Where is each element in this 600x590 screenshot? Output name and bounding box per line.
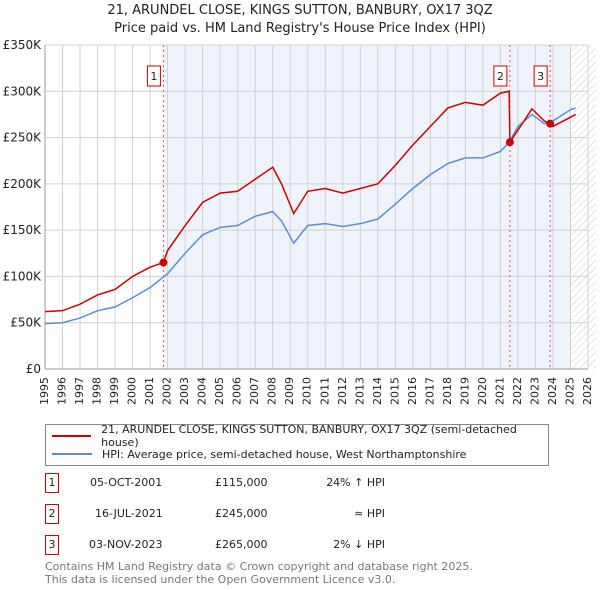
sale-hpi: 2% ↓ HPI: [333, 538, 385, 551]
legend-swatch-property: [52, 435, 92, 437]
x-tick-label: 2022: [511, 377, 524, 405]
x-tick-label: 2015: [388, 377, 401, 405]
y-tick-label: £50K: [10, 316, 42, 330]
sale-point: [505, 138, 514, 147]
x-tick-label: 2019: [458, 377, 471, 405]
x-tick-label: 2025: [563, 377, 576, 405]
x-tick-label: 2005: [213, 377, 226, 405]
sale-date: 05-OCT-2001: [90, 476, 163, 489]
x-tick-label: 2002: [161, 377, 174, 405]
x-tick-label: 2000: [126, 377, 139, 405]
sale-badge: 3: [45, 535, 59, 555]
x-tick-label: 1998: [91, 377, 104, 405]
sale-label-box: [146, 65, 161, 87]
chart-title: 21, ARUNDEL CLOSE, KINGS SUTTON, BANBURY…: [107, 3, 493, 18]
sale-price: £265,000: [215, 538, 268, 551]
sale-row: 3 03-NOV-2023 £265,000 2% ↓ HPI: [45, 535, 385, 555]
sale-row: 2 16-JUL-2021 £245,000 ≈ HPI: [45, 504, 385, 524]
sale-label: 1: [150, 70, 157, 83]
x-tick-label: 2011: [318, 377, 331, 405]
x-tick-label: 2021: [493, 377, 506, 405]
x-tick-label: 1997: [73, 377, 86, 405]
y-tick-label: £300K: [3, 84, 43, 98]
x-tick-label: 1996: [56, 377, 69, 405]
sale-point: [546, 119, 555, 128]
x-tick-label: 2012: [336, 377, 349, 405]
x-tick-label: 2009: [283, 377, 296, 405]
x-tick-label: 2026: [581, 377, 594, 405]
x-tick-label: 2020: [476, 377, 489, 405]
x-tick-label: 2001: [143, 377, 156, 405]
sale-label: 3: [537, 70, 544, 83]
y-tick-label: £250K: [3, 131, 43, 145]
x-tick-label: 1999: [108, 377, 121, 405]
y-tick-label: £350K: [3, 38, 43, 52]
y-tick-label: £100K: [3, 269, 43, 283]
x-tick-label: 2010: [301, 377, 314, 405]
x-tick-label: 2016: [406, 377, 419, 405]
x-tick-label: 2004: [196, 377, 209, 405]
x-tick-label: 2017: [423, 377, 436, 405]
legend-swatch-hpi: [52, 453, 92, 455]
forecast-hatch: [570, 45, 596, 369]
x-tick-label: 2014: [371, 377, 384, 405]
x-tick-label: 2018: [441, 377, 454, 405]
footer-copyright: Contains HM Land Registry data © Crown c…: [45, 560, 473, 573]
x-tick-label: 2007: [248, 377, 261, 405]
x-tick-label: 1995: [38, 377, 51, 405]
y-tick-label: £150K: [3, 223, 43, 237]
sale-label: 2: [497, 70, 504, 83]
sale-point: [159, 258, 168, 267]
chart-subtitle: Price paid vs. HM Land Registry's House …: [114, 21, 486, 36]
legend-label-property: 21, ARUNDEL CLOSE, KINGS SUTTON, BANBURY…: [101, 423, 517, 449]
sale-label-box: [493, 65, 508, 87]
property-price-line: [44, 90, 577, 313]
footer-licence: This data is licensed under the Open Gov…: [45, 573, 396, 586]
sale-price: £245,000: [215, 507, 268, 520]
x-tick-label: 2008: [266, 377, 279, 405]
sale-row: 1 05-OCT-2001 £115,000 24% ↑ HPI: [45, 473, 385, 493]
x-tick-label: 2024: [546, 377, 559, 405]
ownership-shading: [163, 45, 571, 369]
x-tick-label: 2006: [231, 377, 244, 405]
y-tick-label: £0: [26, 362, 41, 376]
sale-hpi: 24% ↑ HPI: [326, 476, 385, 489]
sale-date: 16-JUL-2021: [95, 507, 163, 520]
legend: 21, ARUNDEL CLOSE, KINGS SUTTON, BANBURY…: [45, 423, 549, 466]
sale-hpi: ≈ HPI: [354, 507, 385, 520]
sale-price: £115,000: [215, 476, 268, 489]
sale-date: 03-NOV-2023: [89, 538, 163, 551]
x-tick-label: 2003: [178, 377, 191, 405]
sale-label-box: [533, 65, 548, 87]
x-tick-label: 2013: [353, 377, 366, 405]
price-chart: 1995 1996 1997 1998 1999 2000 2001 2002 2003 2004…: [3, 38, 596, 405]
sale-badge: 2: [45, 504, 59, 524]
hpi-line: [44, 107, 576, 325]
legend-label-hpi: HPI: Average price, semi-detached house,…: [102, 447, 467, 461]
sale-badge: 1: [45, 473, 59, 493]
y-tick-label: £200K: [3, 177, 43, 191]
x-tick-label: 2023: [528, 377, 541, 405]
